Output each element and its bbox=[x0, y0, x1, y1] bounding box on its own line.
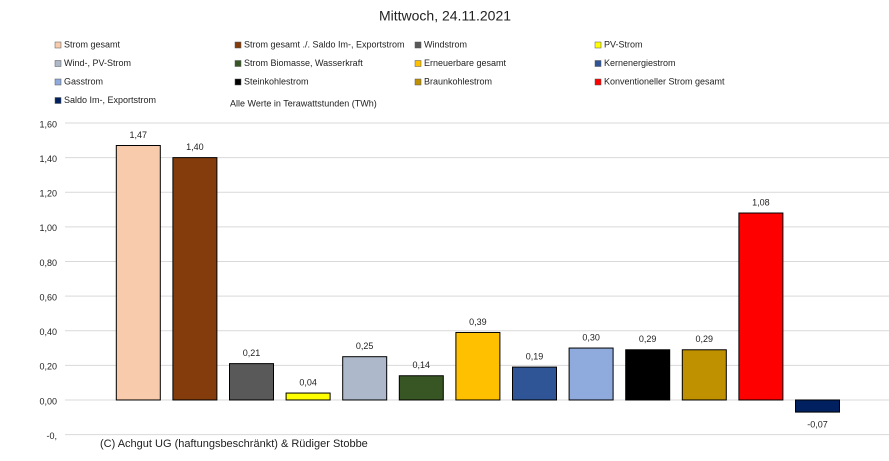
legend-swatch bbox=[414, 41, 422, 49]
bar bbox=[115, 145, 161, 401]
bar bbox=[568, 347, 614, 401]
value-label: 1,08 bbox=[752, 197, 770, 207]
legend-label: Kernenergiestrom bbox=[604, 58, 676, 68]
bar bbox=[342, 356, 388, 401]
legend-label: Erneuerbare gesamt bbox=[424, 58, 507, 68]
y-tick-label: 0,20 bbox=[39, 362, 57, 372]
legend-label: Strom gesamt ./. Saldo Im-, Exportstrom bbox=[244, 39, 405, 49]
y-tick-label: 0,60 bbox=[39, 292, 57, 302]
legend-label: Strom gesamt bbox=[64, 39, 121, 49]
legend-swatch bbox=[234, 78, 242, 86]
bar bbox=[795, 399, 840, 413]
bar bbox=[681, 349, 727, 401]
y-tick-label: 1,20 bbox=[39, 189, 57, 199]
legend-swatch bbox=[54, 41, 62, 49]
legend-swatch bbox=[594, 60, 602, 67]
legend-label: Strom Biomasse, Wasserkraft bbox=[244, 58, 363, 68]
legend-swatch bbox=[54, 78, 62, 86]
chart-title: Mittwoch, 24.11.2021 bbox=[379, 8, 511, 24]
y-tick-label: 1,60 bbox=[39, 119, 57, 129]
legend-label: Saldo Im-, Exportstrom bbox=[64, 95, 156, 105]
y-tick-label: 1,40 bbox=[39, 154, 57, 164]
legend-swatch bbox=[234, 60, 242, 67]
legend-swatch bbox=[54, 97, 62, 104]
legend-swatch bbox=[414, 60, 422, 67]
value-label: 1,47 bbox=[130, 130, 148, 140]
legend-label: Wind-, PV-Strom bbox=[64, 58, 131, 68]
annotation: (C) Achgut UG (haftungsbeschränkt) & Rüd… bbox=[100, 438, 368, 450]
legend-swatch bbox=[594, 41, 602, 49]
bar bbox=[285, 392, 331, 401]
value-label: 0,21 bbox=[243, 348, 261, 358]
bar bbox=[398, 375, 444, 401]
value-label: 0,29 bbox=[696, 334, 714, 344]
legend-label: Steinkohlestrom bbox=[244, 76, 309, 86]
value-label: 0,19 bbox=[526, 351, 544, 361]
y-tick-label: 0,00 bbox=[39, 396, 57, 406]
chart-subtitle: Alle Werte in Terawattstunden (TWh) bbox=[230, 98, 377, 108]
legend-swatch bbox=[234, 41, 242, 49]
legend-label: Braunkohlestrom bbox=[424, 76, 492, 86]
legend-swatch bbox=[594, 78, 602, 86]
y-tick-label: -0, bbox=[46, 431, 57, 441]
legend-label: Konventioneller Strom gesamt bbox=[604, 76, 725, 86]
bar bbox=[229, 363, 274, 401]
legend-swatch bbox=[54, 60, 62, 67]
y-tick-label: 0,80 bbox=[39, 258, 57, 268]
bar bbox=[738, 212, 784, 401]
legend-swatch bbox=[414, 78, 422, 86]
legend-label: Gasstrom bbox=[64, 76, 103, 86]
legend-label: PV-Strom bbox=[604, 39, 643, 49]
value-label: 0,14 bbox=[413, 360, 431, 370]
y-tick-label: 1,00 bbox=[39, 223, 57, 233]
bar bbox=[172, 157, 218, 401]
value-label: 0,30 bbox=[582, 332, 600, 342]
bar bbox=[455, 331, 501, 401]
y-tick-label: 0,40 bbox=[39, 327, 57, 337]
value-label: 0,04 bbox=[299, 377, 317, 387]
value-label: -0,07 bbox=[807, 419, 828, 429]
bar bbox=[625, 349, 671, 401]
value-label: 1,40 bbox=[186, 142, 204, 152]
legend-label: Windstrom bbox=[424, 39, 467, 49]
value-label: 0,25 bbox=[356, 341, 374, 351]
bar bbox=[512, 366, 557, 401]
value-label: 0,29 bbox=[639, 334, 657, 344]
value-label: 0,39 bbox=[469, 317, 487, 327]
